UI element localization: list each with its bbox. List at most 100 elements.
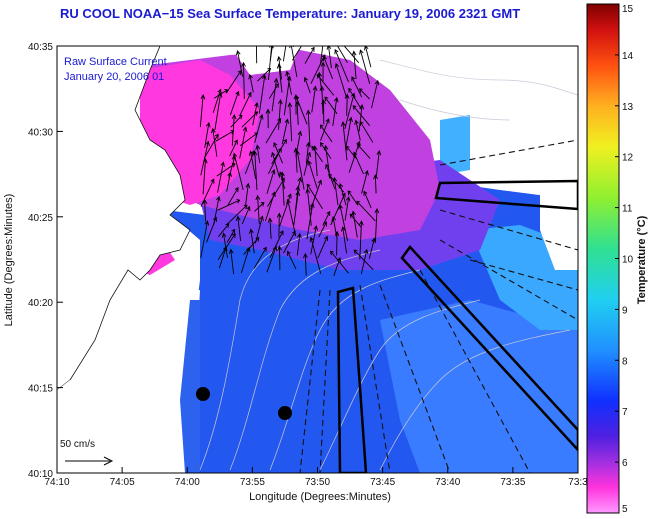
current-vector — [244, 150, 255, 175]
current-vector — [225, 70, 242, 94]
current-vector — [361, 170, 368, 194]
x-tick-label: 73:35 — [500, 477, 525, 488]
current-vector — [352, 105, 371, 126]
current-vector — [223, 233, 228, 259]
current-vector — [344, 93, 355, 130]
current-vector — [243, 62, 245, 100]
current-vector — [287, 199, 297, 237]
current-vector — [359, 88, 370, 100]
current-vector-head — [285, 70, 290, 77]
current-vector-head — [220, 161, 225, 167]
current-vector — [202, 158, 206, 195]
current-vector-head — [261, 74, 267, 80]
current-vector — [346, 146, 358, 160]
current-vector — [256, 145, 261, 164]
current-vector-head — [217, 88, 222, 95]
current-vector — [237, 216, 242, 242]
current-vector-head — [295, 150, 301, 156]
current-vector — [253, 247, 267, 269]
map-title: RU COOL NOAA−15 Sea Surface Temperature:… — [60, 6, 521, 21]
current-vector — [293, 191, 299, 226]
current-vector — [305, 142, 310, 164]
current-vector — [218, 223, 230, 238]
current-vector-head — [255, 194, 261, 201]
current-vector — [226, 172, 231, 192]
current-vector-head — [202, 157, 208, 164]
current-vector-head — [248, 228, 254, 234]
current-vector — [328, 46, 332, 68]
current-vector-head — [305, 109, 311, 115]
current-vector-head — [270, 169, 276, 175]
transect-dashed-lines — [299, 139, 578, 473]
y-tick-label: 40:35 — [28, 42, 53, 53]
colorbar — [586, 3, 620, 514]
y-tick-label: 40:15 — [28, 384, 53, 395]
current-vector — [359, 121, 374, 143]
current-vector — [200, 179, 215, 207]
current-vector — [215, 130, 234, 142]
current-vector-head — [286, 198, 291, 205]
current-vector-head — [324, 96, 329, 102]
x-tick-label: 73:40 — [435, 477, 460, 488]
current-vector-head — [275, 83, 279, 89]
current-vector — [296, 233, 301, 256]
current-vector — [304, 253, 307, 276]
current-vector — [334, 49, 349, 83]
current-vector — [355, 120, 361, 141]
current-vector-head — [217, 92, 223, 98]
current-vector — [214, 93, 222, 130]
current-vector-head — [363, 248, 369, 255]
current-vector-head — [200, 94, 206, 100]
current-vector — [306, 203, 314, 240]
current-vector-head — [291, 230, 296, 236]
current-vector-head — [345, 145, 350, 151]
current-vector-head — [235, 215, 241, 222]
current-vector-head — [286, 75, 292, 82]
current-vector — [330, 250, 350, 274]
current-vector-head — [347, 190, 352, 196]
current-vector — [254, 216, 263, 244]
current-vector-head — [322, 55, 327, 62]
colorbar-tick-label: 11 — [622, 204, 633, 215]
colorbar-tick-label: 5 — [622, 504, 628, 515]
current-vector — [239, 92, 252, 116]
current-vector-head — [325, 163, 330, 170]
current-vector-head — [354, 119, 359, 125]
current-vector — [289, 102, 293, 142]
current-vector-head — [305, 188, 311, 194]
current-vector-head — [356, 200, 361, 206]
current-vector-head — [364, 46, 369, 51]
current-vector-head — [374, 208, 380, 214]
current-vector-head — [311, 145, 316, 151]
current-vector-head — [259, 215, 264, 221]
current-vector — [364, 46, 372, 68]
current-vector — [271, 78, 277, 112]
current-vector — [330, 193, 346, 226]
current-vector-head — [313, 225, 318, 231]
current-vector-head — [340, 121, 346, 127]
current-vector-head — [341, 192, 346, 198]
current-vector — [296, 151, 305, 190]
current-vector-head — [202, 198, 208, 205]
current-vector-head — [271, 191, 276, 197]
current-vector-head — [232, 152, 238, 158]
y-tick-label: 40:10 — [28, 469, 53, 480]
current-vector-head — [295, 94, 300, 101]
current-vector — [227, 187, 239, 206]
current-vector-head — [312, 85, 318, 92]
current-vector — [295, 95, 308, 125]
colorbar-tick-label: 13 — [622, 102, 634, 113]
current-vector — [314, 146, 318, 177]
current-vector-head — [333, 96, 339, 103]
current-vector — [230, 249, 235, 275]
current-vector — [254, 151, 258, 191]
scale-label: 50 cm/s — [60, 439, 95, 450]
current-vector — [266, 169, 275, 194]
current-vector-head — [237, 70, 242, 76]
current-vector-head — [306, 151, 312, 158]
current-vector-head — [359, 49, 364, 55]
current-vector — [250, 229, 255, 254]
colorbar-tick-label: 7 — [622, 407, 628, 418]
current-vector-head — [236, 198, 241, 204]
